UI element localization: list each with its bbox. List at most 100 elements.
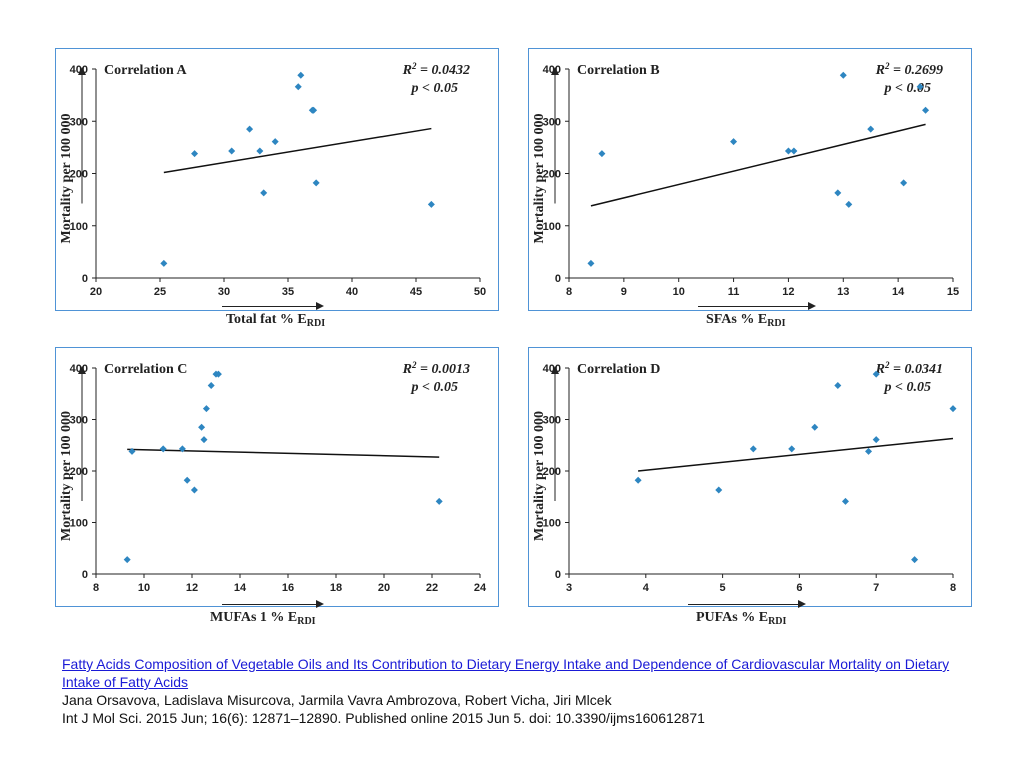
data-point <box>788 445 796 453</box>
trend-line-a <box>163 127 432 174</box>
y-axis-label-d: Mortality per 100 000 <box>532 411 547 541</box>
data-point <box>865 447 873 455</box>
x-tick-label: 14 <box>234 582 247 594</box>
data-point <box>310 106 318 114</box>
data-point <box>634 476 642 484</box>
x-tick-label: 9 <box>621 286 627 298</box>
x-axis-label-c: MUFAs 1 % ERDI <box>210 610 316 627</box>
y-axis-label-c: Mortality per 100 000 <box>59 411 74 541</box>
data-point <box>598 150 606 158</box>
data-point <box>178 445 186 453</box>
y-arrow-head-d <box>551 366 559 374</box>
data-point <box>587 259 595 267</box>
x-tick-label: 20 <box>378 582 390 594</box>
r-squared-label-a: R2 = 0.0432 <box>402 61 470 78</box>
x-tick-label: 10 <box>138 582 150 594</box>
x-tick-label: 15 <box>947 286 959 298</box>
x-axis-arrow-c <box>222 600 324 608</box>
y-tick-label: 100 <box>70 221 88 233</box>
data-point <box>872 436 880 444</box>
y-tick-label: 200 <box>70 169 88 181</box>
y-arrow-head-a <box>78 67 86 75</box>
p-value-label-a: p < 0.05 <box>411 81 458 96</box>
trend-line-c <box>127 448 440 458</box>
data-point <box>922 106 930 114</box>
chart-panel-b: 8 9 10 11 12 13 14 15 0 100 200 300 400 Mortality per… <box>528 48 972 311</box>
data-point <box>900 179 908 187</box>
data-point <box>811 423 819 431</box>
article-citation: Int J Mol Sci. 2015 Jun; 16(6): 12871–12… <box>62 710 705 726</box>
x-tick-label: 7 <box>873 582 879 594</box>
p-value-label-d: p < 0.05 <box>884 380 931 395</box>
x-tick-label: 20 <box>90 286 102 298</box>
data-point <box>200 436 208 444</box>
data-point <box>749 445 757 453</box>
x-axis-label-d: PUFAs % ERDI <box>696 610 787 627</box>
y-tick-label: 100 <box>70 518 88 530</box>
y-axis-label-b: Mortality per 100 000 <box>532 114 547 244</box>
x-tick-label: 5 <box>720 582 726 594</box>
data-point <box>867 125 875 133</box>
x-tick-label: 40 <box>346 286 358 298</box>
data-point <box>834 382 842 390</box>
x-tick-label: 8 <box>93 582 99 594</box>
chart-title-c: Correlation C <box>104 362 187 377</box>
data-point <box>159 445 167 453</box>
chart-panel-c: 8 10 12 14 16 18 20 22 24 0 100 200 300 400 Mortality … <box>55 347 499 607</box>
data-point <box>160 259 168 267</box>
y-tick-label: 0 <box>82 273 88 285</box>
data-point <box>123 556 131 564</box>
r-squared-label-b: R2 = 0.2699 <box>875 61 943 78</box>
data-point <box>256 147 264 155</box>
data-point <box>730 138 738 146</box>
x-axis-arrow-b <box>698 302 816 310</box>
x-tick-label: 3 <box>566 582 572 594</box>
data-point <box>841 497 849 505</box>
x-tick-label: 4 <box>643 582 650 594</box>
data-point <box>312 179 320 187</box>
data-point <box>435 497 443 505</box>
figure-caption: Fatty Acids Composition of Vegetable Oil… <box>62 655 962 727</box>
x-tick-label: 18 <box>330 582 342 594</box>
y-arrow-head-b <box>551 67 559 75</box>
y-tick-label: 300 <box>70 415 88 427</box>
x-tick-label: 30 <box>218 286 230 298</box>
x-axis-arrow-d <box>688 600 806 608</box>
x-tick-label: 6 <box>796 582 802 594</box>
y-tick-label: 200 <box>543 169 561 181</box>
x-tick-label: 16 <box>282 582 294 594</box>
x-axis-label-a: Total fat % ERDI <box>226 312 326 329</box>
r-squared-label-c: R2 = 0.0013 <box>402 360 470 377</box>
data-point <box>207 382 215 390</box>
article-title-link[interactable]: Fatty Acids Composition of Vegetable Oil… <box>62 656 950 690</box>
chart-title-d: Correlation D <box>577 362 660 377</box>
x-tick-label: 14 <box>892 286 905 298</box>
data-point <box>427 200 435 208</box>
x-tick-label: 11 <box>728 286 740 298</box>
y-tick-label: 300 <box>70 116 88 128</box>
x-tick-label: 13 <box>837 286 849 298</box>
article-authors: Jana Orsavova, Ladislava Misurcova, Jarm… <box>62 692 612 708</box>
data-point <box>784 147 792 155</box>
trend-line-d <box>638 437 954 472</box>
data-point <box>911 556 919 564</box>
data-point <box>190 486 198 494</box>
data-point <box>198 423 206 431</box>
x-tick-label: 45 <box>410 286 422 298</box>
x-axis-arrow-a <box>222 302 324 310</box>
x-tick-label: 22 <box>426 582 438 594</box>
x-tick-label: 25 <box>154 286 166 298</box>
y-arrow-head-c <box>78 366 86 374</box>
x-tick-label: 10 <box>673 286 685 298</box>
data-point <box>839 71 847 79</box>
data-point <box>297 71 305 79</box>
x-tick-label: 24 <box>474 582 487 594</box>
data-point <box>183 476 191 484</box>
scatter-chart-c: 8 10 12 14 16 18 20 22 240100200300400Mortality … <box>59 360 487 594</box>
chart-title-a: Correlation A <box>104 63 187 78</box>
data-point <box>128 447 136 455</box>
data-point <box>790 147 798 155</box>
